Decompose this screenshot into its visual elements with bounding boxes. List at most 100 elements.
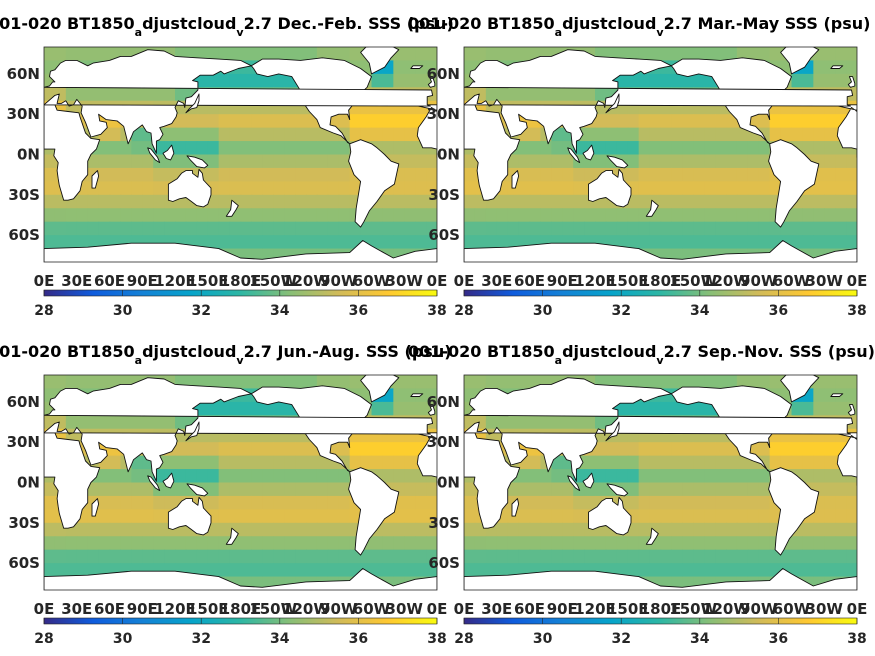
heatmap-cell (551, 455, 563, 470)
heatmap-cell (175, 428, 187, 443)
heatmap-cell (229, 127, 242, 142)
land-australia (167, 168, 212, 208)
heatmap-cell (846, 536, 857, 551)
heatmap-cell (736, 482, 749, 497)
heatmap-cell (682, 536, 694, 551)
x-tick-label: 30E (61, 600, 92, 618)
colorbar-tick-label: 30 (533, 303, 553, 319)
heatmap-cell (120, 194, 132, 209)
heatmap-cell (185, 235, 198, 250)
heatmap-cell (616, 442, 629, 457)
heatmap-cell (638, 563, 651, 578)
heatmap-cell (65, 100, 78, 115)
heatmap-cell (371, 221, 384, 236)
heatmap-cell (175, 469, 187, 484)
heatmap-cell (736, 235, 749, 250)
colorbar-tick-label: 30 (533, 631, 553, 647)
heatmap-cell (671, 522, 683, 537)
heatmap-cell (120, 208, 132, 223)
heatmap-cell (251, 536, 263, 551)
heatmap-cell (485, 549, 498, 564)
heatmap-cell (131, 469, 143, 484)
heatmap-cell (736, 455, 749, 470)
heatmap-cell (404, 141, 416, 156)
heatmap-cell (87, 87, 100, 102)
heatmap-cell (726, 114, 738, 129)
heatmap-cell (649, 194, 662, 209)
heatmap-cell (529, 235, 542, 250)
heatmap-cell (426, 47, 437, 62)
heatmap-cell (671, 536, 683, 551)
heatmap-cell (693, 469, 705, 484)
heatmap-cell (87, 194, 100, 209)
heatmap-cell (349, 100, 362, 115)
land-iceland (830, 393, 844, 397)
heatmap-cell (338, 482, 351, 497)
heatmap-cell (846, 181, 857, 196)
heatmap-cell (704, 576, 716, 590)
heatmap-cell (153, 208, 165, 223)
heatmap-cell (835, 563, 847, 578)
heatmap-cell (649, 100, 662, 115)
heatmap-cell (404, 536, 416, 551)
heatmap-cell (393, 181, 405, 196)
heatmap-cell (393, 47, 405, 62)
heatmap-cell (382, 428, 394, 443)
heatmap-cell (153, 141, 165, 156)
heatmap-cell (382, 100, 394, 115)
heatmap-cell (671, 482, 683, 497)
heatmap-cell (207, 522, 220, 537)
heatmap-cell (595, 127, 607, 142)
heatmap-cell (780, 114, 793, 129)
colorbar-tick-label: 32 (191, 631, 210, 647)
heatmap-cell (540, 167, 552, 182)
heatmap-cell (824, 375, 836, 390)
heatmap-cell (464, 235, 476, 250)
heatmap-cell (218, 482, 231, 497)
heatmap-cell (284, 208, 296, 223)
heatmap-cell (747, 208, 760, 223)
heatmap-cell (295, 194, 307, 209)
heatmap-cell (595, 114, 607, 129)
heatmap-cell (240, 114, 253, 129)
x-tick-label: 60E (94, 600, 125, 618)
heatmap-cell (584, 194, 596, 209)
heatmap-cell (295, 141, 307, 156)
heatmap-cell (229, 428, 242, 443)
heatmap-cell (44, 154, 56, 169)
heatmap-cell (393, 469, 405, 484)
heatmap-cell (175, 563, 187, 578)
heatmap-cell (295, 114, 307, 129)
heatmap-cell (44, 87, 56, 102)
heatmap-cell (262, 522, 274, 537)
heatmap-cell (638, 100, 651, 115)
heatmap-cell (65, 522, 78, 537)
heatmap-cell (382, 442, 394, 457)
heatmap-cell (551, 415, 563, 430)
heatmap-cell (736, 509, 749, 524)
heatmap-cell (196, 375, 209, 390)
heatmap-cell (660, 114, 673, 129)
heatmap-cell (54, 536, 67, 551)
heatmap-cell (44, 415, 56, 430)
heatmap-cell (791, 73, 804, 88)
heatmap-cell (393, 509, 405, 524)
heatmap-cell (813, 428, 825, 443)
heatmap-cell (747, 522, 760, 537)
heatmap-cell (682, 235, 694, 250)
heatmap-cell (404, 114, 416, 129)
heatmap-cell (802, 549, 814, 564)
x-tick-label: 30E (481, 600, 512, 618)
heatmap-cell (65, 194, 78, 209)
heatmap-cell (736, 469, 749, 484)
heatmap-cell (185, 563, 198, 578)
heatmap-cell (142, 167, 154, 182)
colorbar-tick-label: 32 (611, 303, 630, 319)
heatmap-cell (65, 375, 78, 390)
land-australia (167, 496, 212, 536)
heatmap-cell (218, 47, 231, 62)
land-japan (185, 421, 200, 442)
x-tick-label: 150E (607, 272, 649, 290)
x-tick-label: 150W (249, 272, 297, 290)
heatmap-cell (316, 127, 329, 142)
